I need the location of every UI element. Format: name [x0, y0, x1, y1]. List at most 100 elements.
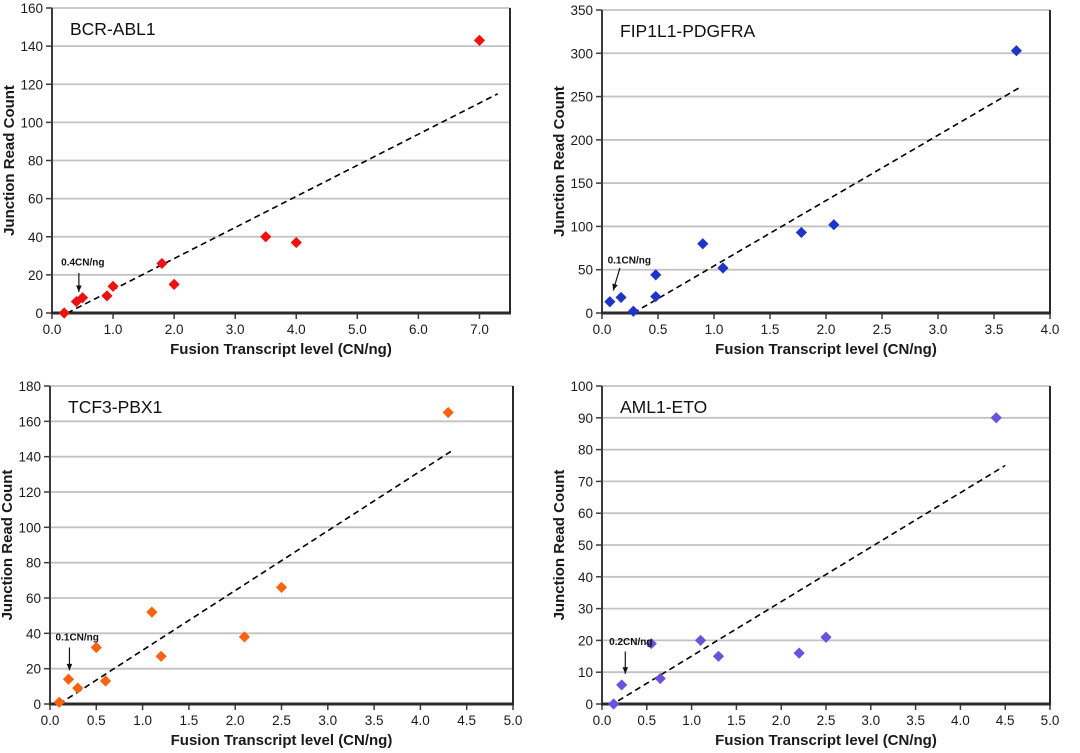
y-tick-label: 120: [18, 485, 41, 500]
trendline: [58, 450, 452, 705]
y-tick-label: 20: [28, 268, 43, 283]
y-tick-label: 40: [26, 626, 41, 641]
y-tick-label: 60: [28, 192, 43, 207]
data-point-marker: [717, 262, 729, 274]
y-tick-label: 0: [585, 697, 593, 712]
data-point-marker: [820, 631, 832, 643]
data-point-marker: [654, 672, 666, 685]
data-point-marker: [795, 226, 807, 239]
data-point-marker: [156, 257, 168, 270]
data-point-marker: [604, 296, 616, 308]
x-tick-label: 6.0: [409, 322, 428, 337]
scatter-plot-bcr-abl1: 0 20 40 60 80 100 120 140 160 0.0 1.0 2.0 3.0 4.0 5.0 6…: [1, 1, 511, 358]
y-tick-label: 50: [578, 538, 593, 553]
x-axis-title: Fusion Transcript level (CN/ng): [170, 341, 392, 358]
x-tick-label: 0.5: [637, 713, 656, 728]
x-tick-label: 2.0: [772, 713, 791, 728]
x-tick-label: 5.0: [1041, 713, 1060, 728]
y-tick-label: 50: [578, 263, 593, 278]
x-tick-label: 5.0: [348, 322, 367, 337]
x-axis-title: Fusion Transcript level (CN/ng): [171, 732, 393, 749]
y-tick-label: 250: [570, 90, 593, 105]
y-tick-label: 0: [33, 697, 41, 712]
panel-title: AML1-ETO: [620, 397, 707, 417]
x-tick-label: 2.5: [817, 713, 836, 728]
x-tick-label: 0.0: [41, 713, 60, 728]
x-tick-label: 3.0: [226, 322, 245, 337]
x-tick-label: 4.5: [996, 713, 1015, 728]
data-point-marker: [645, 637, 657, 650]
data-point-marker: [616, 679, 628, 691]
data-point-marker: [990, 412, 1002, 424]
data-point-marker: [107, 280, 119, 292]
x-tick-label: 3.0: [929, 322, 948, 337]
y-tick-label: 40: [578, 570, 593, 585]
x-tick-label: 2.5: [873, 322, 892, 337]
y-tick-label: 20: [26, 662, 41, 677]
data-point-marker: [155, 650, 167, 662]
x-tick-label: 0.0: [43, 322, 62, 337]
x-tick-label: 0.5: [87, 713, 106, 728]
data-point-marker: [712, 650, 725, 662]
data-point-marker: [101, 290, 113, 302]
annotation-label: 0.1CN/ng: [608, 256, 651, 267]
y-tick-label: 80: [578, 443, 593, 458]
x-tick-label: 1.5: [761, 322, 780, 337]
data-point-marker: [442, 406, 454, 419]
x-tick-label: 3.5: [365, 713, 384, 728]
data-point-marker: [697, 238, 709, 250]
data-point-marker: [146, 606, 158, 618]
y-tick-label: 200: [570, 133, 593, 148]
data-point-marker: [650, 290, 662, 303]
x-axis-title: Fusion Transcript level (CN/ng): [715, 732, 937, 749]
y-tick-label: 150: [570, 176, 593, 191]
data-point-marker: [793, 647, 805, 659]
chart-panel-bcr-abl1: 0 20 40 60 80 100 120 140 160 0.0 1.0 2.0 3.0 4.0 5.0 6…: [0, 0, 540, 376]
annotation-arrowhead: [612, 283, 618, 291]
x-tick-label: 3.0: [861, 713, 880, 728]
chart-panel-fip1l1-pdgfra: 0 50 100 150 200 250 300 350 0.0 0.5 1.0 1.5 2.0 2.5 3…: [540, 0, 1080, 376]
x-tick-label: 7.0: [470, 322, 489, 337]
y-tick-label: 80: [26, 556, 41, 571]
panel-title: FIP1L1-PDGFRA: [620, 21, 755, 41]
x-tick-label: 1.5: [180, 713, 199, 728]
x-tick-label: 4.5: [457, 713, 476, 728]
y-tick-label: 300: [570, 46, 593, 61]
x-tick-label: 2.0: [817, 322, 836, 337]
y-tick-label: 20: [578, 633, 593, 648]
y-tick-label: 90: [578, 411, 593, 426]
y-tick-label: 40: [28, 230, 43, 245]
x-tick-label: 2.0: [165, 322, 184, 337]
data-point-marker: [168, 278, 180, 291]
data-point-marker: [72, 682, 84, 694]
x-axis-title: Fusion Transcript level (CN/ng): [715, 341, 937, 358]
x-tick-label: 4.0: [411, 713, 430, 728]
y-tick-label: 100: [18, 520, 41, 535]
y-tick-label: 140: [18, 450, 41, 465]
panel-title: TCF3-PBX1: [68, 397, 162, 417]
trendline: [617, 464, 1006, 702]
trendline: [66, 93, 499, 314]
y-tick-label: 160: [20, 1, 43, 16]
annotation-label: 0.1CN/ng: [56, 632, 99, 643]
y-tick-label: 60: [578, 506, 593, 521]
x-tick-label: 4.0: [1041, 322, 1060, 337]
data-point-marker: [694, 634, 707, 646]
y-tick-label: 160: [18, 414, 41, 429]
data-point-marker: [473, 34, 486, 47]
y-axis-title: Junction Read Count: [551, 86, 568, 237]
y-tick-label: 140: [20, 39, 43, 54]
y-tick-label: 100: [570, 379, 593, 394]
y-tick-label: 350: [570, 3, 593, 18]
x-tick-label: 2.5: [272, 713, 291, 728]
data-point-marker: [99, 675, 112, 687]
data-point-marker: [238, 631, 251, 643]
data-point-marker: [58, 307, 70, 319]
y-tick-label: 80: [28, 154, 43, 169]
y-axis-title: Junction Read Count: [551, 470, 568, 621]
data-point-marker: [650, 269, 662, 281]
data-point-marker: [90, 641, 102, 654]
data-point-marker: [275, 581, 288, 593]
scatter-plot-fip1l1-pdgfra: 0 50 100 150 200 250 300 350 0.0 0.5 1.0 1.5 2.0 2.5 3…: [551, 3, 1060, 358]
